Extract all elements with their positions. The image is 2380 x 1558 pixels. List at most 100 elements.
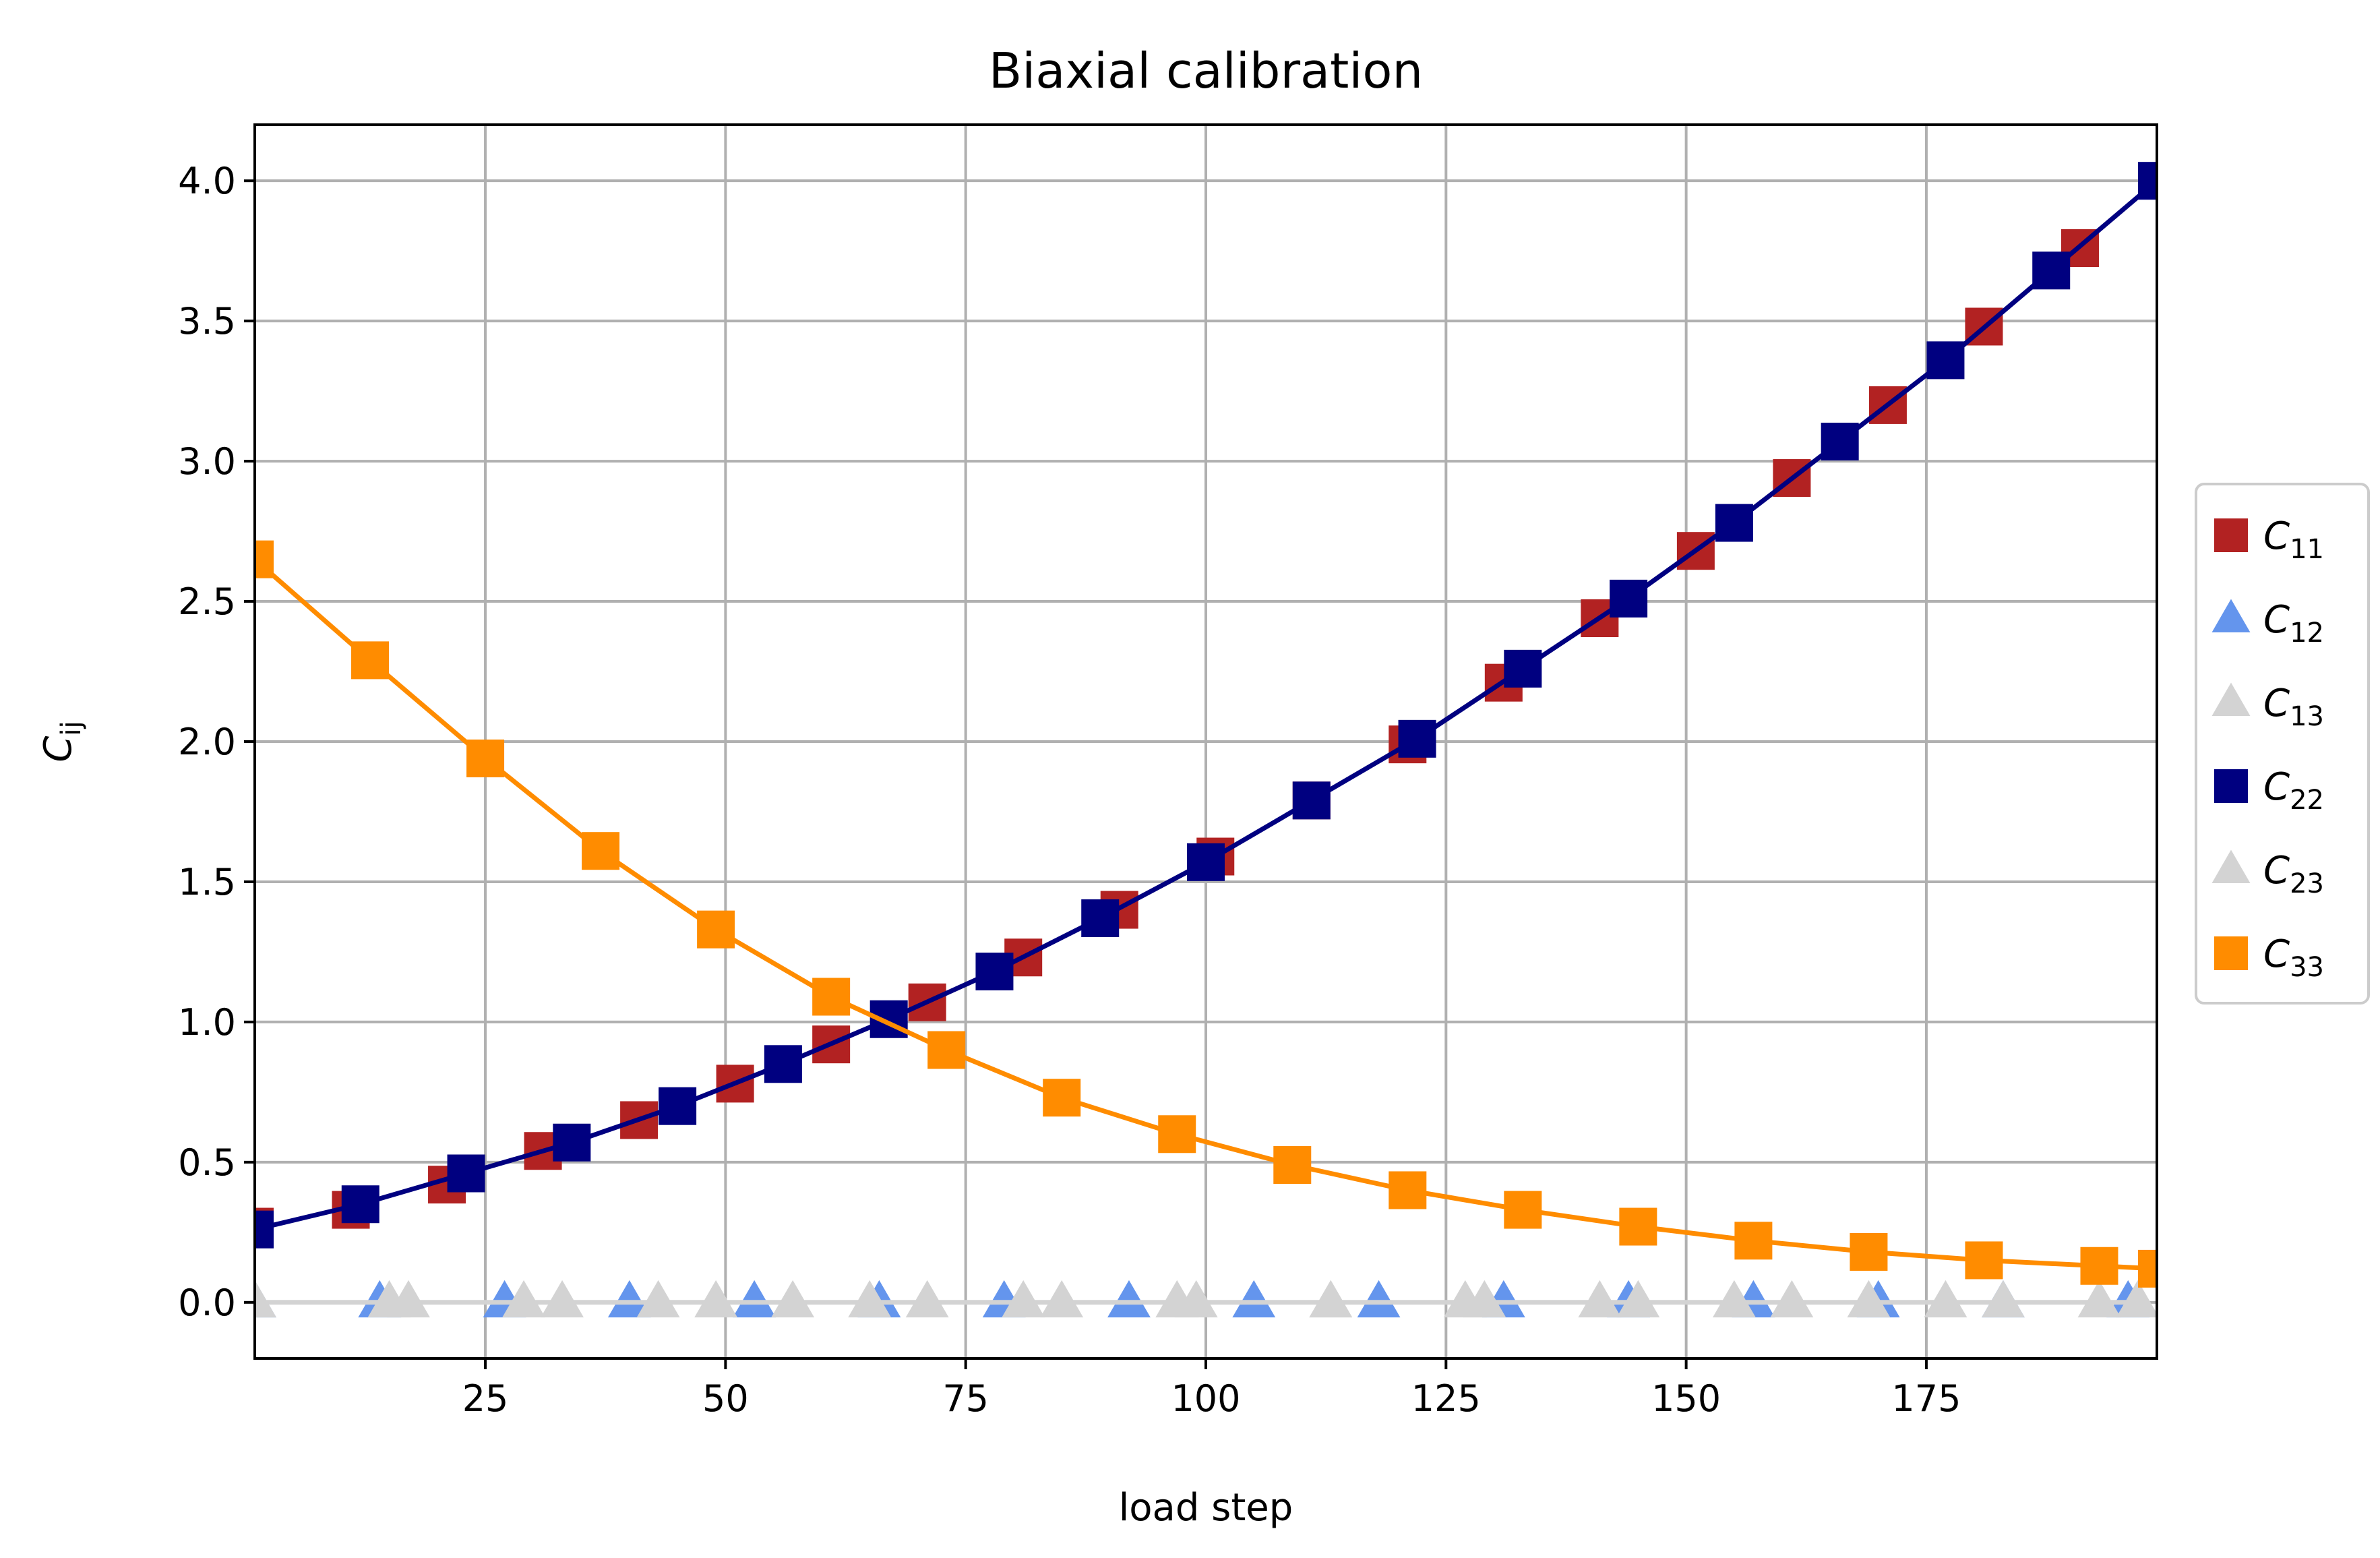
data-point-C22	[764, 1045, 802, 1083]
data-point-C13	[2077, 1280, 2121, 1318]
legend-marker	[2211, 849, 2251, 883]
data-point-C22	[1610, 579, 1648, 618]
data-point-C22	[1715, 504, 1753, 542]
grid	[255, 125, 2157, 1358]
data-point-C23	[636, 1280, 680, 1318]
data-point-C33	[351, 641, 390, 680]
data-point-C22	[975, 953, 1014, 991]
data-point-C23	[1174, 1280, 1218, 1318]
data-point-C22	[1292, 781, 1331, 820]
data-point-C33	[1734, 1222, 1773, 1260]
data-point-C23	[1309, 1280, 1353, 1318]
data-point-C23	[1578, 1280, 1622, 1318]
x-axis-title: load step	[1119, 1486, 1293, 1530]
data-point-C12	[733, 1280, 776, 1318]
y-tick-label: 1.5	[178, 861, 236, 903]
data-point-C22	[341, 1185, 379, 1224]
data-point-C33	[1158, 1115, 1196, 1153]
y-tick-label: 2.5	[178, 580, 236, 623]
data-point-C33	[1504, 1191, 1542, 1229]
legend-label: C23	[2263, 849, 2324, 899]
legend-label-sub: 23	[2290, 868, 2324, 899]
data-point-C22	[1821, 422, 1859, 460]
y-tick-label: 0.0	[178, 1282, 236, 1324]
data-point-C13	[541, 1280, 584, 1318]
x-tick-label: 75	[942, 1377, 989, 1420]
legend-marker	[2211, 599, 2251, 632]
plot-area	[255, 162, 2157, 1318]
legend-label-main: C	[2263, 682, 2290, 725]
series-C22	[255, 162, 2157, 1249]
data-point-C22	[2032, 251, 2071, 290]
legend-marker	[2214, 769, 2248, 803]
legend-marker	[2211, 682, 2251, 716]
data-point-C23	[1443, 1280, 1487, 1318]
legend-label-sub: 12	[2290, 618, 2324, 649]
data-point-C33	[1619, 1207, 1657, 1246]
x-tick-label: 25	[462, 1377, 509, 1420]
data-point-C22	[1926, 341, 1965, 380]
data-point-C13	[1002, 1280, 1045, 1318]
legend-label: C33	[2263, 932, 2324, 983]
data-point-C23	[367, 1280, 411, 1318]
y-tick-label: 1.0	[178, 1001, 236, 1044]
y-tick-label: 3.5	[178, 300, 236, 342]
legend-label-main: C	[2263, 514, 2290, 558]
data-point-C33	[812, 978, 851, 1016]
data-point-C13	[848, 1280, 892, 1318]
y-tick-label: 0.5	[178, 1141, 236, 1184]
data-point-C33	[466, 739, 505, 777]
legend-label-sub: 11	[2290, 534, 2324, 565]
legend-label-sub: 22	[2290, 785, 2324, 816]
legend-marker	[2214, 518, 2248, 552]
data-point-C23	[255, 1280, 276, 1318]
data-point-C22	[553, 1123, 591, 1162]
y-tick-label: 3.0	[178, 440, 236, 483]
legend-label: C12	[2263, 598, 2324, 649]
data-point-C22	[2138, 162, 2157, 200]
data-point-C13	[1770, 1280, 1814, 1318]
data-point-C13	[1924, 1280, 1967, 1318]
data-point-C22	[255, 1210, 274, 1249]
data-point-C33	[1389, 1171, 1427, 1209]
data-point-C33	[2080, 1247, 2118, 1285]
data-point-C23	[502, 1280, 545, 1318]
y-axis-title-sub: ij	[56, 721, 87, 736]
data-point-C22	[1398, 719, 1436, 758]
axis-ticks: 25 50 75 100 125 150 175 0.0 0.5 1.0 1.5 2.0 2.5 3.0 3…	[178, 160, 1961, 1420]
data-point-C23	[1040, 1280, 1084, 1318]
x-tick-label: 150	[1651, 1377, 1721, 1420]
data-point-C22	[659, 1087, 697, 1125]
data-point-C13	[694, 1280, 738, 1318]
data-point-C33	[2138, 1249, 2157, 1288]
legend-label: C13	[2263, 682, 2324, 732]
data-point-C33	[1850, 1232, 1888, 1271]
legend-label-sub: 13	[2290, 701, 2324, 732]
data-point-C23	[905, 1280, 949, 1318]
data-point-C23	[771, 1280, 815, 1318]
y-tick-label: 2.0	[178, 721, 236, 763]
data-point-C33	[1043, 1079, 1081, 1117]
data-point-C12	[1107, 1280, 1151, 1318]
data-point-C22	[1504, 649, 1542, 688]
data-point-C33	[1273, 1146, 1312, 1185]
data-point-C33	[1965, 1241, 2003, 1280]
y-axis-title-main: C	[36, 736, 80, 762]
legend-label-main: C	[2263, 849, 2290, 893]
legend-label-main: C	[2263, 765, 2290, 809]
data-point-C33	[927, 1031, 966, 1069]
legend-label-main: C	[2263, 598, 2290, 642]
x-tick-label: 50	[702, 1377, 749, 1420]
legend-label-sub: 33	[2290, 952, 2324, 983]
legend-label-main: C	[2263, 932, 2290, 976]
data-point-C23	[1712, 1280, 1756, 1318]
series-C33	[255, 540, 2157, 1288]
data-point-C12	[1357, 1280, 1401, 1318]
data-point-C22	[1187, 843, 1225, 881]
data-point-C12	[607, 1280, 651, 1318]
y-tick-label: 4.0	[178, 160, 236, 202]
x-tick-label: 100	[1171, 1377, 1240, 1420]
